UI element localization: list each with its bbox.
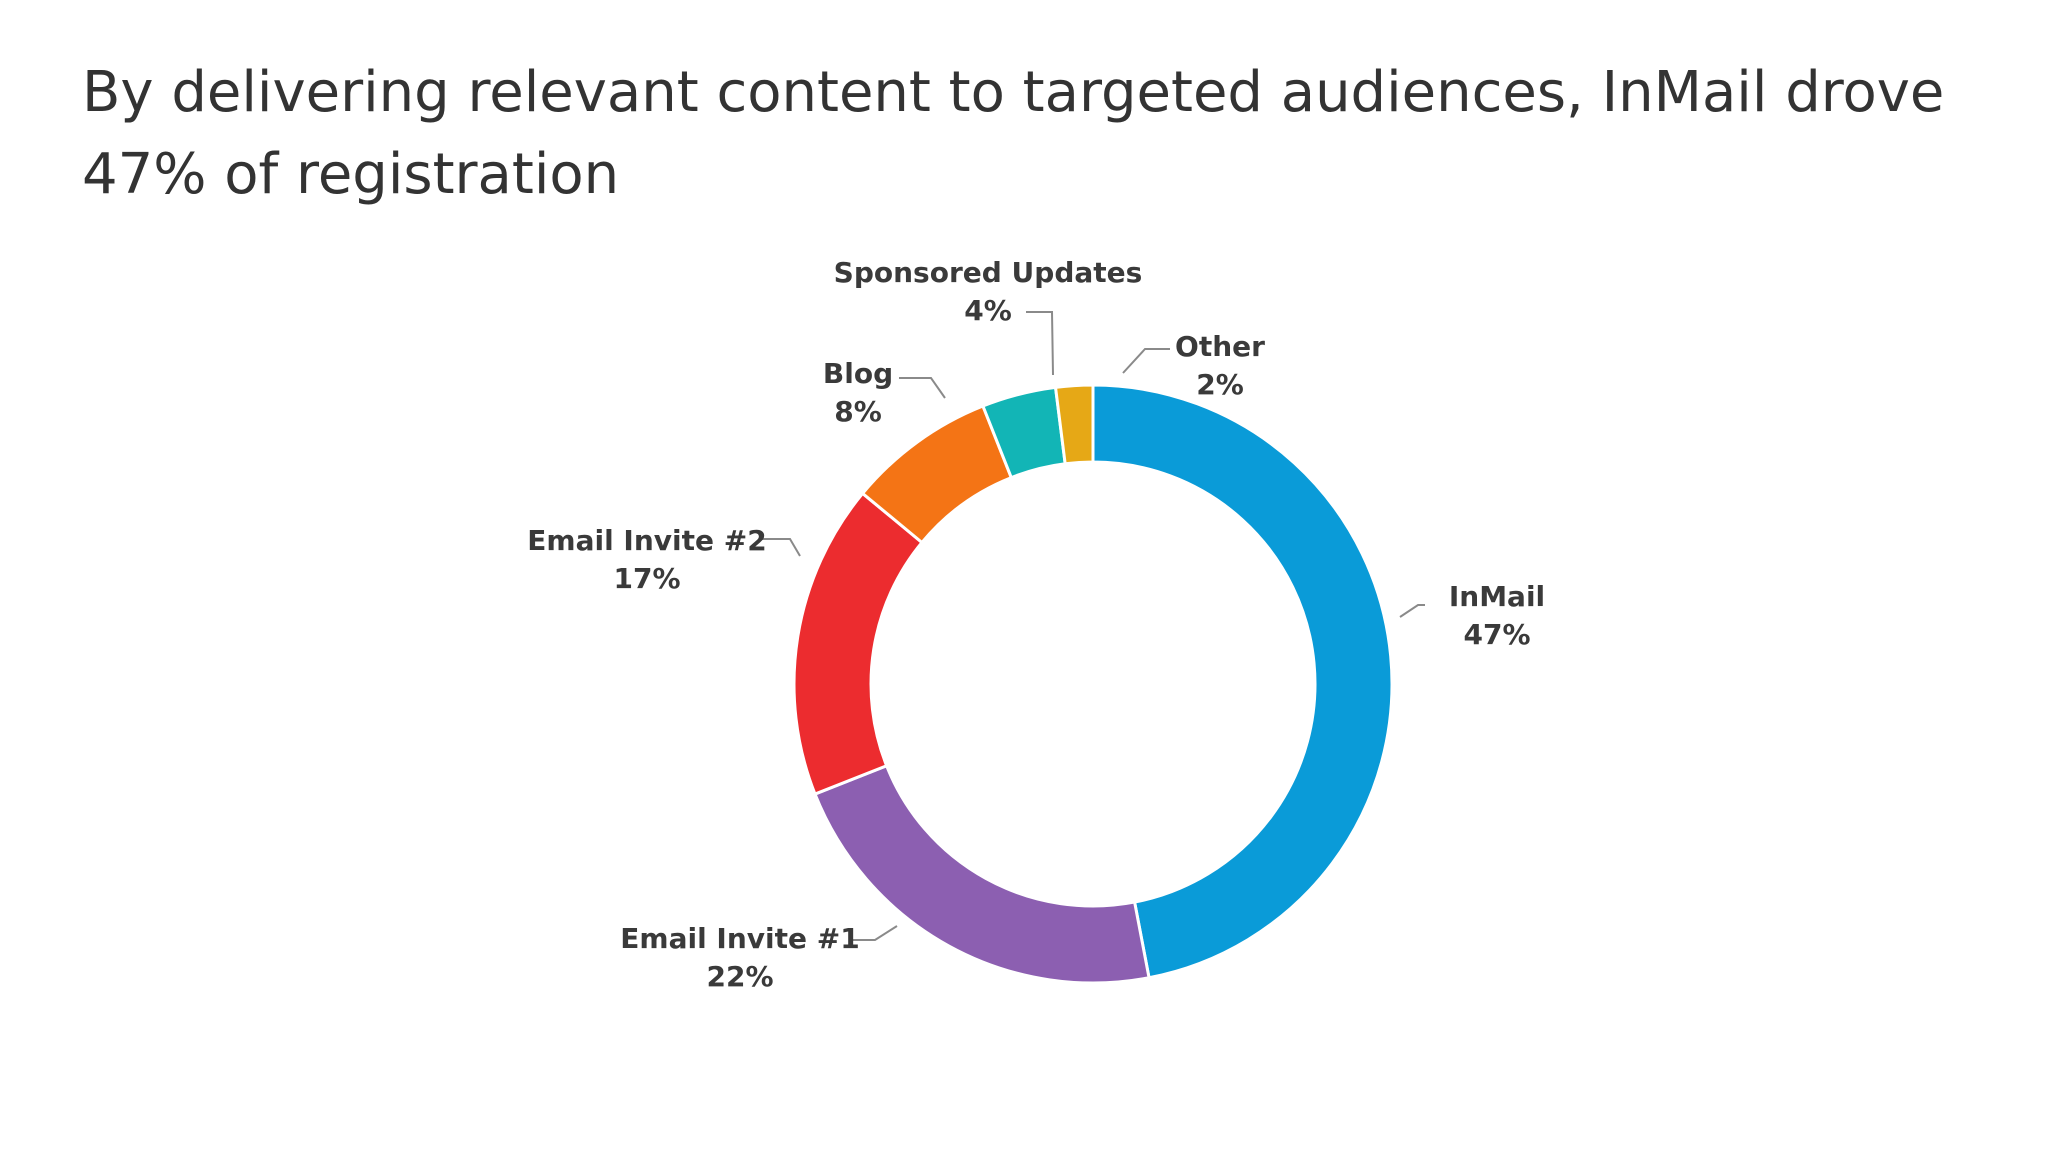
slice-email-invite-1 <box>813 763 1151 985</box>
leader-line <box>1122 348 1170 374</box>
leader-line <box>1026 311 1054 376</box>
slice-name-label: Blog <box>823 357 893 390</box>
slice-name-label: InMail <box>1449 580 1545 613</box>
leader-line <box>899 377 946 399</box>
slide-title: By delivering relevant content to target… <box>82 60 1945 207</box>
slice-name-label: Email Invite #1 <box>620 922 859 955</box>
slice-email-invite-2 <box>792 491 925 797</box>
slice-percent-label: 2% <box>1196 368 1244 401</box>
slice-name-label: Email Invite #2 <box>527 524 766 557</box>
slice-percent-label: 47% <box>1463 618 1530 651</box>
slice-name-label: Other <box>1175 330 1265 363</box>
slice-percent-label: 4% <box>964 294 1012 327</box>
leader-line <box>1399 604 1425 618</box>
slice-percent-label: 17% <box>613 562 680 595</box>
slice-inmail <box>1091 383 1394 980</box>
slice-name-label: Sponsored Updates <box>834 256 1143 289</box>
slice-percent-label: 8% <box>834 395 882 428</box>
leader-line <box>853 925 898 941</box>
leader-line <box>761 538 801 557</box>
slices-layer <box>792 383 1394 985</box>
labels-layer: InMail 47% Email Invite #1 22% Email Invite … <box>527 256 1545 993</box>
leaders-layer <box>761 311 1425 941</box>
slice-percent-label: 22% <box>706 960 773 993</box>
slice-other <box>1053 383 1095 466</box>
